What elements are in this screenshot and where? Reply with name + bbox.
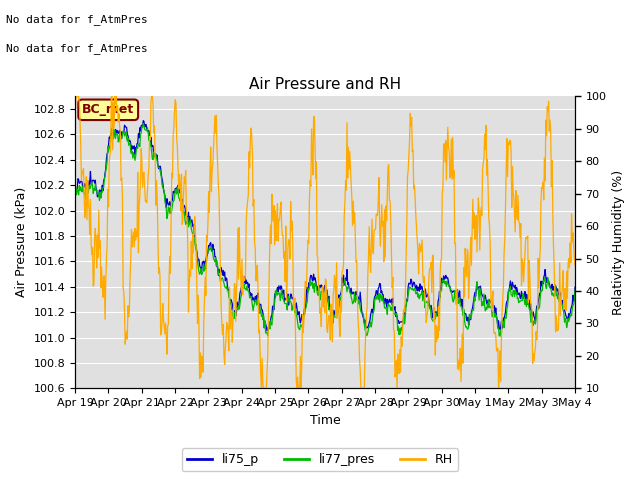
- li77_pres: [497, 334, 505, 340]
- li75_p: [387, 299, 395, 305]
- Line: li75_p: li75_p: [75, 120, 575, 331]
- Text: No data for f_AtmPres: No data for f_AtmPres: [6, 14, 148, 25]
- Text: BC_met: BC_met: [82, 103, 134, 116]
- li75_p: [140, 118, 147, 123]
- Title: Air Pressure and RH: Air Pressure and RH: [249, 77, 401, 92]
- Line: li77_pres: li77_pres: [75, 123, 575, 337]
- X-axis label: Time: Time: [310, 414, 340, 427]
- li77_pres: [81, 191, 88, 197]
- RH: [210, 146, 218, 152]
- RH: [132, 228, 140, 234]
- li75_p: [81, 184, 88, 190]
- li75_p: [263, 328, 271, 334]
- RH: [258, 385, 266, 391]
- li77_pres: [401, 321, 408, 327]
- RH: [571, 263, 579, 269]
- li77_pres: [387, 304, 394, 310]
- li77_pres: [210, 256, 218, 262]
- li77_pres: [140, 120, 147, 126]
- RH: [71, 115, 79, 120]
- li75_p: [183, 214, 191, 219]
- li77_pres: [183, 220, 191, 226]
- li75_p: [401, 303, 409, 309]
- RH: [183, 218, 191, 224]
- RH: [81, 215, 89, 220]
- Y-axis label: Relativity Humidity (%): Relativity Humidity (%): [612, 170, 625, 315]
- RH: [72, 94, 80, 99]
- li75_p: [132, 145, 140, 151]
- li75_p: [210, 247, 218, 252]
- Y-axis label: Air Pressure (kPa): Air Pressure (kPa): [15, 187, 28, 298]
- li77_pres: [132, 154, 140, 159]
- RH: [401, 288, 409, 294]
- li75_p: [71, 193, 79, 199]
- RH: [387, 220, 395, 226]
- Legend: li75_p, li77_pres, RH: li75_p, li77_pres, RH: [182, 448, 458, 471]
- li77_pres: [571, 287, 579, 293]
- Line: RH: RH: [75, 96, 575, 388]
- Text: No data for f_AtmPres: No data for f_AtmPres: [6, 43, 148, 54]
- li77_pres: [71, 198, 79, 204]
- li75_p: [571, 284, 579, 290]
